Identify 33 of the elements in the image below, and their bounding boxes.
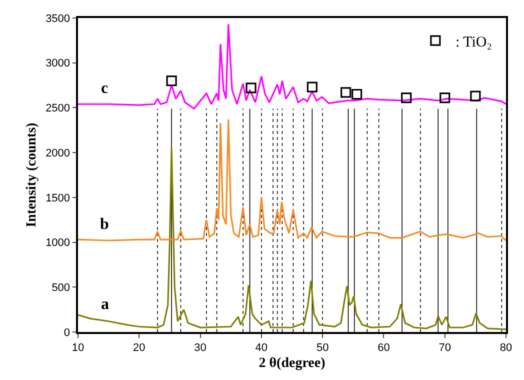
y-tick-label: 2500 — [46, 102, 70, 115]
point — [401, 92, 412, 104]
x-tick-label: 80 — [500, 342, 512, 354]
x-tick-label: 10 — [72, 342, 84, 354]
x-tick-label: 20 — [133, 342, 146, 354]
y-tick-label: 1000 — [46, 237, 70, 250]
x-tick-label: 40 — [255, 342, 268, 354]
legend-label: : TiO₂ — [455, 34, 492, 50]
point — [340, 87, 352, 98]
x-axis-title: 2 θ(degree) — [258, 356, 326, 371]
point — [470, 90, 481, 102]
point — [166, 76, 177, 86]
y-tick-label: 500 — [52, 282, 70, 294]
point — [440, 92, 450, 104]
point — [246, 82, 256, 94]
point — [306, 82, 318, 92]
y-tick-label: 2000 — [46, 147, 70, 160]
line-series — [78, 118, 506, 242]
point — [352, 88, 362, 100]
y-tick-label: 1500 — [46, 192, 70, 204]
series-label: c — [101, 80, 108, 97]
x-tick-label: 70 — [438, 342, 451, 354]
y-axis-title: Intensity (counts) — [24, 122, 40, 228]
y-tick-label: 3000 — [46, 58, 70, 70]
y-tick-label: 0 — [64, 326, 70, 339]
series-label: b — [100, 216, 109, 233]
line-series — [78, 147, 506, 330]
series-label: a — [101, 296, 109, 313]
y-tick-label: 3500 — [46, 12, 70, 25]
x-tick-label: 50 — [316, 342, 329, 354]
x-tick-label: 30 — [194, 342, 206, 354]
x-tick-label: 60 — [378, 342, 390, 354]
line-series — [78, 23, 506, 110]
